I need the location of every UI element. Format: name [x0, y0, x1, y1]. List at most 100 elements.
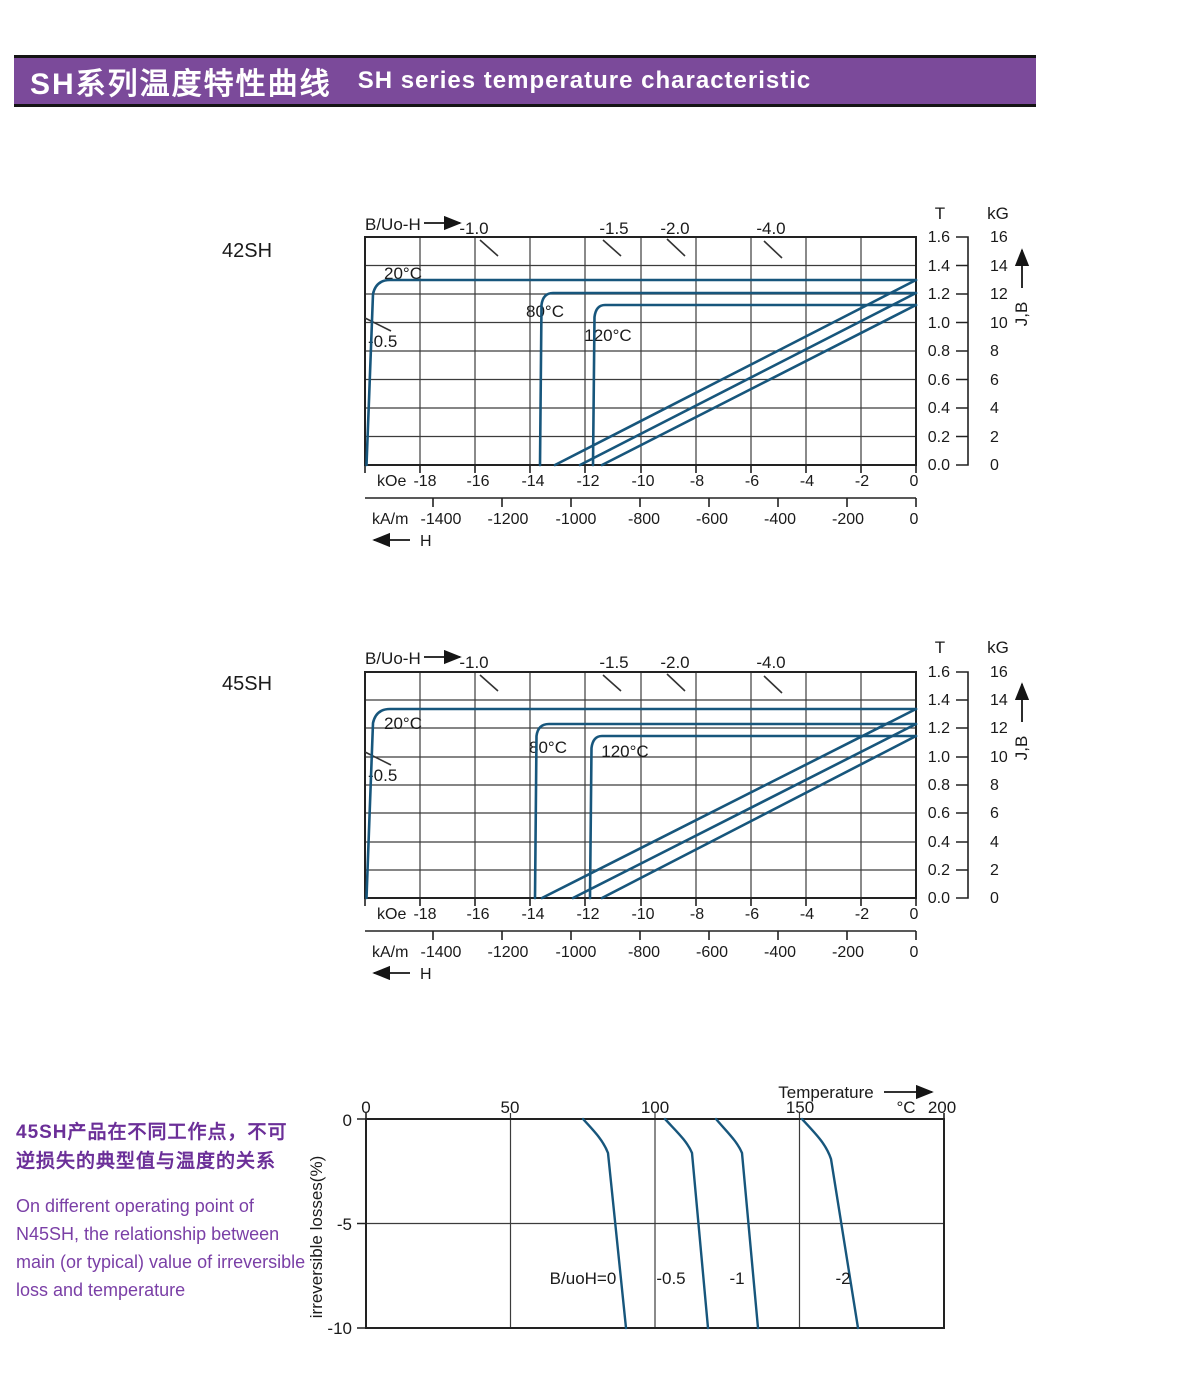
x-tick: -10	[631, 473, 654, 490]
x-tick-kam: 0	[910, 944, 919, 961]
t-tick: 0.4	[928, 834, 950, 851]
t-tick: 1.0	[928, 315, 950, 332]
t-tick: 0.8	[928, 343, 950, 360]
x-tick: -16	[466, 473, 489, 490]
load-line-label: -1.0	[459, 653, 488, 672]
y-tick: -10	[327, 1319, 352, 1338]
curve-label-120c: 120°C	[584, 326, 631, 345]
y-tick: 0	[343, 1111, 352, 1130]
curve-b-120c	[600, 734, 918, 900]
x-tick: -18	[413, 906, 436, 923]
kg-tick: 2	[990, 429, 999, 446]
load-line-label: -1.5	[599, 219, 628, 238]
page-title-chinese: SH系列温度特性曲线	[30, 68, 332, 101]
t-tick: 0.0	[928, 890, 950, 907]
page-title-english: SH series temperature characteristic	[357, 67, 812, 94]
curve-j-120c	[588, 734, 918, 900]
note-english-line4: loss and temperature	[16, 1280, 186, 1300]
kg-tick: 16	[990, 664, 1008, 681]
t-unit: T	[935, 204, 945, 223]
load-line-label-aux: -0.5	[368, 766, 397, 785]
chart-45sh: 45SH B/Uo-H -1.0 -1.5 -2.0 -4.0 -0.5 20°…	[222, 638, 1031, 983]
note-english-line3: main (or typical) value of irreversible	[16, 1252, 306, 1272]
x-tick-kam: -200	[832, 511, 864, 528]
kg-tick: 4	[990, 400, 999, 417]
kam-scale-line	[365, 930, 917, 940]
y-ticks-losses	[357, 1113, 945, 1329]
curve-b-20c	[540, 707, 918, 900]
kg-tick: 12	[990, 286, 1008, 303]
kg-tick: 12	[990, 720, 1008, 737]
t-axis-bracket	[956, 671, 969, 899]
y-axis-title: irreversible losses(%)	[307, 1156, 326, 1318]
curve-j-80c	[538, 291, 918, 467]
x-tick-kam: -400	[764, 944, 796, 961]
kg-tick: 2	[990, 862, 999, 879]
x-tick: -8	[690, 473, 704, 490]
load-line-label: -4.0	[756, 653, 785, 672]
note-english-line2: N45SH, the relationship between	[16, 1224, 280, 1244]
load-line-mark-aux	[364, 751, 392, 766]
t-tick: 0.8	[928, 777, 950, 794]
x-tick: -4	[800, 906, 814, 923]
x-tick-kam: -1000	[556, 511, 597, 528]
x-tick-kam: -1400	[421, 944, 462, 961]
page-header: SH系列温度特性曲线 SH series temperature charact…	[14, 55, 1036, 107]
x-tick-kam: -200	[832, 944, 864, 961]
x-tick-kam: -1200	[488, 944, 529, 961]
curve-label-pc-0_5: -0.5	[656, 1269, 685, 1288]
t-tick: 1.2	[928, 286, 950, 303]
x-tick: -2	[855, 906, 869, 923]
x-tick-kam: -400	[764, 511, 796, 528]
x-unit: °C	[896, 1098, 915, 1117]
load-line-marks	[479, 238, 783, 259]
x-tick: -6	[745, 906, 759, 923]
top-axis-label: B/Uo-H	[365, 649, 421, 668]
note-chinese-line1: 45SH产品在不同工作点，不可	[16, 1122, 288, 1143]
t-tick: 1.6	[928, 664, 950, 681]
load-line-label: -4.0	[756, 219, 785, 238]
x-tick: -6	[745, 473, 759, 490]
x-tick: 150	[786, 1098, 814, 1117]
x-unit-kam: kA/m	[372, 944, 408, 961]
x-tick: 0	[361, 1098, 370, 1117]
kg-tick: 10	[990, 315, 1008, 332]
x-tick: -12	[576, 473, 599, 490]
kg-tick: 6	[990, 372, 999, 389]
x-tick: -12	[576, 906, 599, 923]
curve-b-80c	[571, 722, 918, 900]
x-tick: -2	[855, 473, 869, 490]
load-line-label: -2.0	[660, 219, 689, 238]
curve-j-20c	[365, 707, 918, 900]
x-tick: -16	[466, 906, 489, 923]
x-tick: 0	[910, 906, 919, 923]
x-unit-koe: kOe	[377, 906, 406, 923]
curve-pc0	[581, 1117, 628, 1330]
kg-tick: 10	[990, 749, 1008, 766]
t-tick: 0.2	[928, 429, 950, 446]
y-tick: -5	[337, 1215, 352, 1234]
kam-scale-line	[365, 497, 917, 507]
chart-42sh: 42SH B/Uo-H -1.0 -1.5 -2.0 -4.0 -0.5 20°…	[222, 204, 1031, 550]
load-line-marks	[479, 673, 783, 694]
x-tick: 50	[501, 1098, 520, 1117]
curve-pc-2	[800, 1117, 860, 1330]
curve-label-20c: 20°C	[384, 264, 422, 283]
grid-losses	[366, 1113, 944, 1328]
kg-tick: 6	[990, 805, 999, 822]
curve-b-20c	[553, 278, 918, 467]
curve-label-80c: 80°C	[526, 302, 564, 321]
t-tick: 0.0	[928, 457, 950, 474]
kg-tick: 8	[990, 777, 999, 794]
grid-42sh	[365, 237, 916, 465]
x-axis-title: Temperature	[778, 1083, 873, 1102]
curve-label-pc0: B/uoH=0	[550, 1269, 617, 1288]
t-tick: 0.2	[928, 862, 950, 879]
curve-j-120c	[591, 303, 918, 467]
kg-tick: 0	[990, 890, 999, 907]
x-tick: -14	[521, 906, 544, 923]
kg-tick: 14	[990, 258, 1008, 275]
x-tick: 0	[910, 473, 919, 490]
